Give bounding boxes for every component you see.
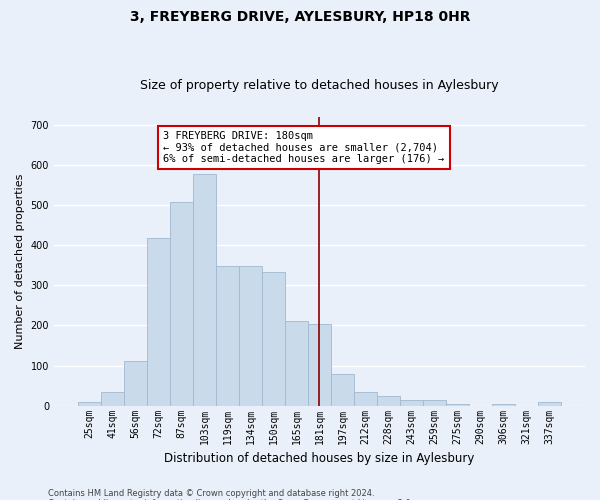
Bar (400, 400, 423, 406)
Bar (101, 392, 124, 406)
Text: 3 FREYBERG DRIVE: 180sqm
← 93% of detached houses are smaller (2,704)
6% of semi: 3 FREYBERG DRIVE: 180sqm ← 93% of detach… (163, 131, 445, 164)
Bar (377, 396, 400, 406)
Bar (239, 266, 262, 406)
Text: Contains HM Land Registry data © Crown copyright and database right 2024.: Contains HM Land Registry data © Crown c… (48, 488, 374, 498)
Y-axis label: Number of detached properties: Number of detached properties (15, 174, 25, 349)
Bar (170, 202, 193, 406)
Text: 3, FREYBERG DRIVE, AYLESBURY, HP18 0HR: 3, FREYBERG DRIVE, AYLESBURY, HP18 0HR (130, 10, 470, 24)
Bar (78, 402, 101, 406)
Bar (331, 374, 354, 406)
Bar (538, 402, 561, 406)
Bar (216, 266, 239, 406)
Bar (262, 272, 285, 406)
Bar (147, 238, 170, 406)
Bar (308, 324, 331, 406)
Bar (446, 404, 469, 406)
Bar (492, 404, 515, 406)
Title: Size of property relative to detached houses in Aylesbury: Size of property relative to detached ho… (140, 79, 499, 92)
Text: Contains public sector information licensed under the Open Government Licence v3: Contains public sector information licen… (48, 498, 413, 500)
Bar (193, 174, 216, 406)
Bar (124, 360, 147, 406)
X-axis label: Distribution of detached houses by size in Aylesbury: Distribution of detached houses by size … (164, 452, 475, 465)
Bar (423, 400, 446, 406)
Bar (354, 392, 377, 406)
Bar (285, 322, 308, 406)
